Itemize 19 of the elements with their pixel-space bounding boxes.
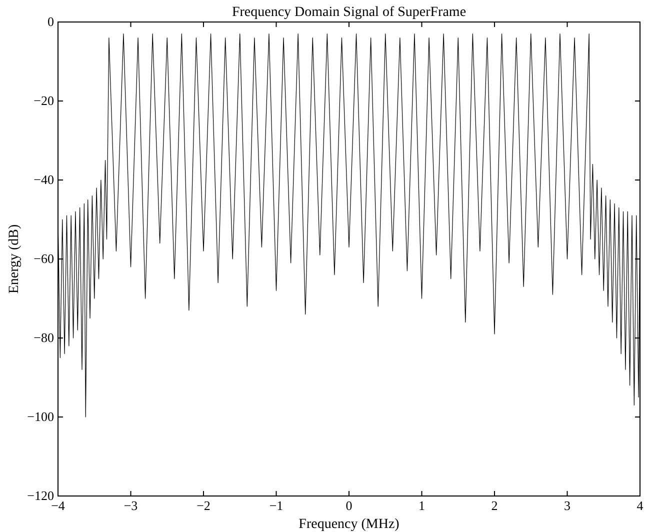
y-tick-label: −120 (27, 488, 54, 503)
x-tick-label: 3 (564, 498, 570, 513)
x-tick-label: 2 (491, 498, 498, 513)
y-tick-label: −100 (27, 409, 54, 424)
x-tick-label: −3 (124, 498, 138, 513)
x-tick-label: 4 (636, 498, 644, 513)
y-tick-label: −80 (34, 330, 54, 345)
y-tick-label: −60 (34, 251, 54, 266)
y-tick-label: −40 (34, 172, 54, 187)
chart-title: Frequency Domain Signal of SuperFrame (232, 5, 466, 20)
x-tick-label: 0 (346, 498, 352, 513)
y-tick-label: −20 (34, 93, 54, 108)
y-tick-label: 0 (48, 14, 54, 29)
x-tick-label: −1 (269, 498, 284, 513)
x-tick-label: 1 (418, 498, 425, 513)
x-tick-label: −4 (51, 498, 66, 513)
x-axis-title: Frequency (MHz) (298, 517, 400, 532)
y-axis-title: Energy (dB) (7, 224, 22, 294)
x-tick-label: −2 (196, 498, 210, 513)
